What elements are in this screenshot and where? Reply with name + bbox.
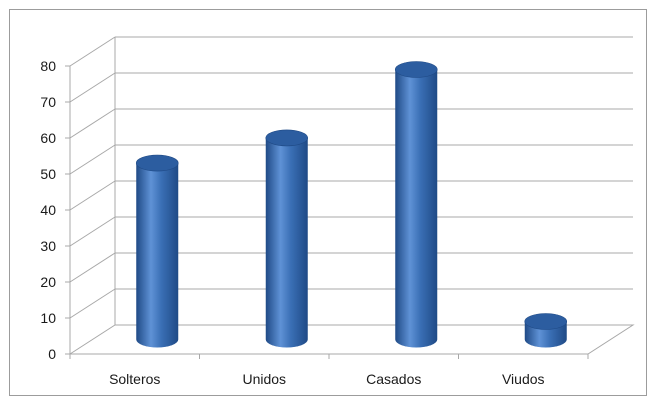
bar-top <box>524 313 568 330</box>
bar-layer <box>135 61 568 348</box>
gridline-diagonal <box>69 216 116 247</box>
y-tick-label: 20 <box>40 274 56 290</box>
y-tick-labels: 0 10 20 30 40 50 60 70 80 <box>40 58 56 362</box>
bar-body <box>136 163 179 348</box>
bar-body <box>265 137 308 348</box>
y-tick-label: 70 <box>40 94 56 110</box>
y-tick-label: 40 <box>40 202 56 218</box>
x-tick-label: Casados <box>366 371 421 387</box>
bar-body <box>395 69 438 348</box>
bar <box>265 129 309 348</box>
gridline-diagonal <box>69 288 116 319</box>
gridline-diagonal <box>69 252 116 283</box>
y-tick-label: 80 <box>40 58 56 74</box>
bar-top <box>394 61 438 78</box>
y-tick-label: 30 <box>40 238 56 254</box>
bar-top <box>265 129 309 147</box>
gridline-diagonal <box>69 72 116 103</box>
y-tick-label: 60 <box>40 130 56 146</box>
gridline-diagonal <box>69 36 116 67</box>
gridline-diagonal <box>69 144 116 175</box>
bar-top <box>135 154 179 172</box>
y-tick-label: 50 <box>40 166 56 182</box>
x-tick-label: Solteros <box>109 371 160 387</box>
x-tick-labels: Solteros Unidos Casados Viudos <box>109 371 544 387</box>
y-tick-label: 0 <box>48 346 56 362</box>
gridline-diagonal <box>69 180 116 211</box>
x-tick-label: Viudos <box>502 371 545 387</box>
y-tick-label: 10 <box>40 310 56 326</box>
bar <box>524 313 568 348</box>
bar <box>394 61 438 348</box>
axis-layer <box>65 65 589 359</box>
x-tick-label: Unidos <box>242 371 286 387</box>
bar <box>135 154 179 348</box>
gridline-diagonal <box>69 108 116 139</box>
